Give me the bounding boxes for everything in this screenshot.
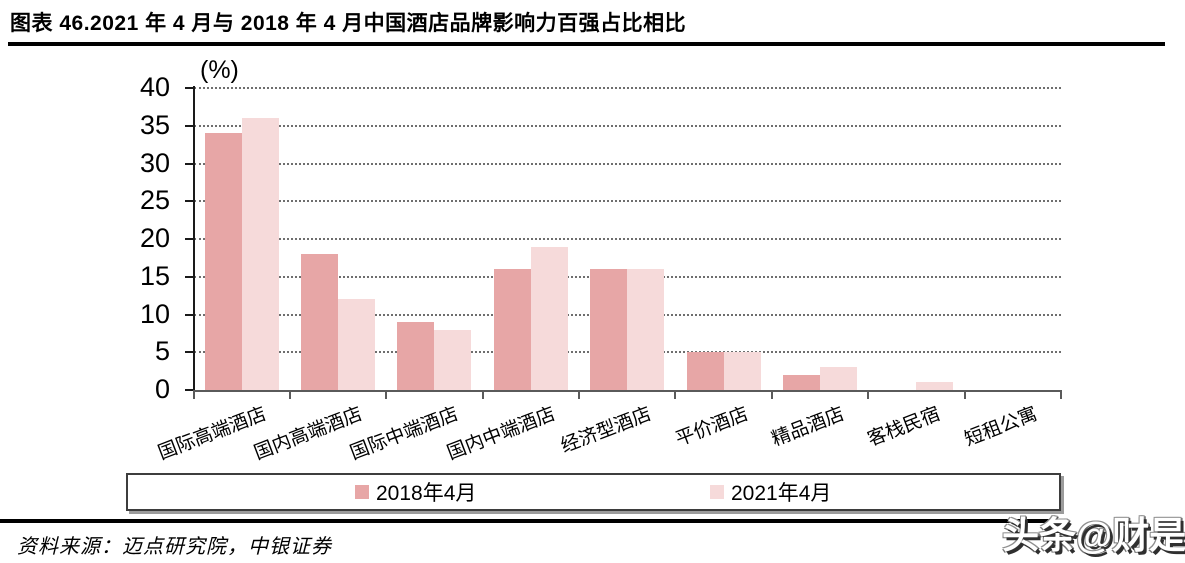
bar-2018年4月 (301, 254, 339, 390)
legend-item-2021: 2021年4月 (710, 475, 831, 509)
x-axis-tick (867, 392, 870, 399)
bar-2021年4月 (627, 269, 665, 390)
x-axis-category-label: 国际中端酒店 (347, 403, 462, 465)
bar-2018年4月 (397, 322, 435, 390)
x-axis-category-label: 国际高端酒店 (155, 403, 270, 465)
y-axis-tick (184, 313, 194, 316)
x-axis-tick (385, 392, 388, 399)
y-axis-tick (184, 238, 194, 240)
y-axis-tick-label: 30 (139, 147, 170, 178)
gridline (193, 87, 1061, 89)
gridline (193, 162, 1061, 165)
x-axis-tick (578, 392, 581, 399)
bar-2021年4月 (820, 367, 858, 390)
y-axis-line (192, 86, 195, 390)
legend-item-2018: 2018年4月 (355, 475, 476, 509)
y-axis-tick-label: 20 (139, 223, 170, 253)
x-axis-category-label: 短租公寓 (961, 403, 1041, 451)
source-note: 资料来源：迈点研究院，中银证券 (17, 536, 332, 558)
bar-2021年4月 (530, 246, 568, 390)
x-axis-category-label: 客栈民宿 (865, 403, 944, 451)
bar-2018年4月 (686, 352, 724, 390)
bar-2021年4月 (434, 329, 472, 390)
x-axis-line (192, 390, 1062, 392)
gridline (193, 238, 1061, 240)
figure-title: 图表 46.2021 年 4 月与 2018 年 4 月中国酒店品牌影响力百强占… (10, 12, 687, 35)
y-axis-tick-label: 40 (139, 72, 170, 102)
x-axis-tick (192, 392, 195, 399)
bar-2021年4月 (916, 382, 954, 390)
x-axis-category-label: 国内中端酒店 (444, 403, 559, 465)
y-axis-tick-label: 25 (139, 185, 170, 216)
legend-swatch-2018 (355, 485, 369, 499)
y-axis-tick-label: 5 (154, 336, 170, 367)
legend-label-2021: 2021年4月 (731, 482, 832, 505)
x-axis-tick (963, 392, 966, 399)
bar-2021年4月 (338, 299, 376, 390)
y-axis-tick (184, 351, 194, 354)
y-axis-tick-label: 0 (154, 374, 170, 404)
gridline (193, 200, 1061, 203)
y-axis-tick (184, 162, 194, 165)
y-axis-tick (184, 124, 194, 127)
legend-label-2018: 2018年4月 (376, 482, 477, 505)
y-axis-unit-label: (%) (200, 56, 239, 84)
x-axis-tick (481, 392, 484, 399)
x-axis-category-label: 精品酒店 (768, 403, 848, 451)
x-axis-tick (770, 392, 773, 399)
bar-2021年4月 (241, 118, 279, 390)
bar-2021年4月 (723, 352, 761, 390)
y-axis-tick-label: 10 (139, 298, 170, 329)
bar-2018年4月 (590, 269, 628, 390)
title-divider (8, 42, 1165, 46)
x-axis-category-label: 国内高端酒店 (251, 403, 366, 465)
x-axis-category-label: 经济型酒店 (558, 403, 655, 458)
bar-2018年4月 (493, 269, 531, 390)
x-axis-tick (288, 392, 291, 399)
bar-2018年4月 (783, 374, 821, 390)
y-axis-tick (184, 200, 194, 203)
x-axis-tick (1060, 392, 1062, 399)
bottom-divider (0, 519, 1057, 523)
y-axis-tick-label: 15 (139, 260, 170, 291)
gridline (193, 124, 1061, 127)
chart-legend: 2018年4月 2021年4月 (126, 473, 1061, 511)
y-axis-tick (184, 87, 194, 89)
x-axis-category-label: 平价酒店 (672, 403, 751, 451)
legend-swatch-2021 (710, 485, 724, 499)
y-axis-tick (184, 275, 194, 278)
y-axis-tick-label: 35 (139, 109, 170, 140)
bar-2018年4月 (204, 133, 242, 390)
watermark: 头条@财是 (1002, 515, 1185, 556)
y-axis-tick (184, 389, 194, 391)
x-axis-tick (674, 392, 677, 399)
